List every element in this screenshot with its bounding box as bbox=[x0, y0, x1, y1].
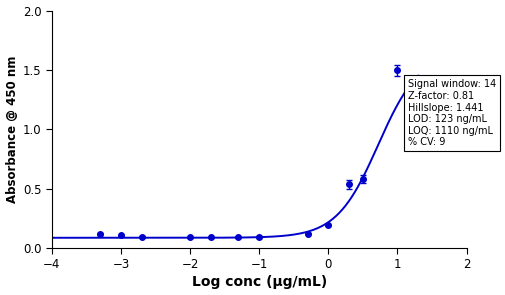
Text: Signal window: 14
Z-factor: 0.81
Hillslope: 1.441
LOD: 123 ng/mL
LOQ: 1110 ng/mL: Signal window: 14 Z-factor: 0.81 Hillslo… bbox=[408, 79, 496, 148]
X-axis label: Log conc (μg/mL): Log conc (μg/mL) bbox=[191, 276, 327, 289]
Y-axis label: Absorbance @ 450 nm: Absorbance @ 450 nm bbox=[6, 55, 19, 203]
